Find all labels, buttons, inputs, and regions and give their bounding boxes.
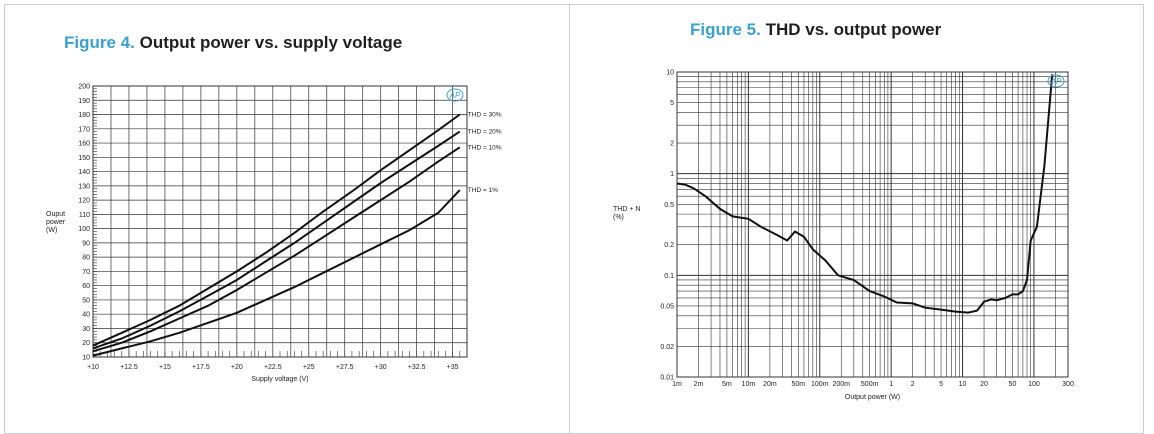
x-tick-label: +32.5 bbox=[408, 364, 426, 371]
figure-4-number: Figure 4. bbox=[64, 33, 135, 52]
y-tick-label: 40 bbox=[82, 312, 90, 319]
x-tick-label: +25 bbox=[303, 364, 315, 371]
y-tick-label: 0.2 bbox=[664, 242, 674, 249]
series-line-3 bbox=[92, 146, 461, 353]
y-tick-label: 0.5 bbox=[664, 202, 674, 209]
figure-5-number: Figure 5. bbox=[690, 20, 761, 39]
x-tick-label: 2m bbox=[694, 381, 704, 388]
y-tick-label: 10 bbox=[82, 355, 90, 362]
y-tick-label: 200 bbox=[78, 84, 90, 91]
panel-divider bbox=[569, 4, 570, 434]
y-axis-label-line1: Ouput bbox=[46, 211, 65, 218]
output-power-chart: 10 20 30 40 50 60 70 80 90 100 110 120 130 140 150 160 1… bbox=[46, 84, 502, 384]
y-tick-label: 140 bbox=[78, 169, 90, 176]
y-tick-label: 120 bbox=[78, 198, 90, 205]
y-tick-label: 160 bbox=[78, 141, 90, 148]
y-tick-label: 70 bbox=[82, 269, 90, 276]
x-tick-label: 50 bbox=[1009, 381, 1017, 388]
y-tick-label: 0.01 bbox=[660, 375, 674, 382]
ap-logo-text: AP bbox=[449, 91, 461, 100]
series-line-4 bbox=[92, 189, 461, 357]
x-tick-label: 20m bbox=[763, 381, 777, 388]
series-label: THD = 10% bbox=[468, 144, 502, 151]
plot-area bbox=[676, 71, 1069, 378]
series-label: THD = 20% bbox=[468, 129, 502, 136]
y-tick-label: 1 bbox=[670, 171, 674, 178]
x-tick-label: 20 bbox=[980, 381, 988, 388]
y-axis-label-line3: (W) bbox=[46, 227, 57, 234]
x-tick-label: 10m bbox=[742, 381, 756, 388]
y-axis-label-line2: (%) bbox=[613, 214, 624, 221]
thd-chart: 0.01 0.02 0.05 0.1 0.2 0.5 1 2 5 10 1m 2m 5m 10m 20m 50… bbox=[613, 70, 1074, 402]
x-tick-label: 100m bbox=[811, 381, 829, 388]
x-tick-label: +27.5 bbox=[336, 364, 354, 371]
y-tick-label: 5 bbox=[670, 100, 674, 107]
series-label: THD = 30% bbox=[468, 112, 502, 119]
x-tick-label: 1m bbox=[672, 381, 682, 388]
x-tick-label: 200m bbox=[833, 381, 851, 388]
x-tick-label: +17.5 bbox=[192, 364, 210, 371]
x-tick-label: 500m bbox=[861, 381, 879, 388]
x-tick-label: 5 bbox=[939, 381, 943, 388]
ap-logo-text: AP bbox=[1050, 77, 1062, 86]
y-tick-label: 150 bbox=[78, 155, 90, 162]
y-tick-label: 180 bbox=[78, 112, 90, 119]
y-tick-label: 2 bbox=[670, 141, 674, 148]
y-tick-label: 0.02 bbox=[660, 344, 674, 351]
y-tick-label: 50 bbox=[82, 297, 90, 304]
series-line-2 bbox=[92, 130, 461, 350]
figure-4-caption: Figure 4. Output power vs. supply voltag… bbox=[64, 33, 402, 53]
x-tick-label: 1 bbox=[889, 381, 893, 388]
y-tick-label: 190 bbox=[78, 98, 90, 105]
figure-5-caption: Figure 5. THD vs. output power bbox=[690, 20, 941, 40]
y-tick-label: 100 bbox=[78, 226, 90, 233]
x-tick-label: +35 bbox=[447, 364, 459, 371]
series-line-1 bbox=[676, 74, 1054, 314]
x-tick-label: 50m bbox=[791, 381, 805, 388]
series-line-1 bbox=[92, 113, 461, 347]
y-tick-label: 0.05 bbox=[660, 303, 674, 310]
figure-5-title: THD vs. output power bbox=[765, 20, 942, 39]
x-tick-label: +30 bbox=[375, 364, 387, 371]
y-tick-label: 90 bbox=[82, 240, 90, 247]
x-tick-label: 10 bbox=[959, 381, 967, 388]
x-axis-label: Supply voltage (V) bbox=[251, 376, 308, 383]
y-axis-label-line1: THD + N bbox=[613, 206, 640, 213]
x-tick-label: +12.5 bbox=[120, 364, 138, 371]
y-tick-label: 60 bbox=[82, 283, 90, 290]
ap-logo-icon bbox=[446, 88, 464, 102]
x-tick-label: 100 bbox=[1028, 381, 1040, 388]
y-tick-label: 20 bbox=[82, 340, 90, 347]
y-tick-label: 10 bbox=[666, 70, 674, 77]
x-tick-label: +10 bbox=[87, 364, 99, 371]
y-tick-label: 170 bbox=[78, 126, 90, 133]
y-tick-label: 80 bbox=[82, 255, 90, 262]
x-tick-label: 5m bbox=[722, 381, 732, 388]
series-label: THD = 1% bbox=[468, 187, 498, 194]
x-axis-label: Output power (W) bbox=[845, 394, 900, 401]
y-tick-label: 30 bbox=[82, 326, 90, 333]
x-tick-label: +22.5 bbox=[264, 364, 282, 371]
y-tick-label: 0.1 bbox=[664, 273, 674, 280]
y-axis-label-line2: power bbox=[46, 219, 66, 226]
figure-4-title: Output power vs. supply voltage bbox=[139, 33, 403, 52]
y-tick-label: 130 bbox=[78, 183, 90, 190]
y-tick-label: 110 bbox=[79, 212, 90, 219]
x-tick-label: +15 bbox=[159, 364, 171, 371]
ap-logo-icon bbox=[1047, 74, 1065, 88]
x-tick-label: +20 bbox=[231, 364, 243, 371]
x-tick-label: 2 bbox=[911, 381, 915, 388]
x-tick-label: 300 bbox=[1062, 381, 1074, 388]
